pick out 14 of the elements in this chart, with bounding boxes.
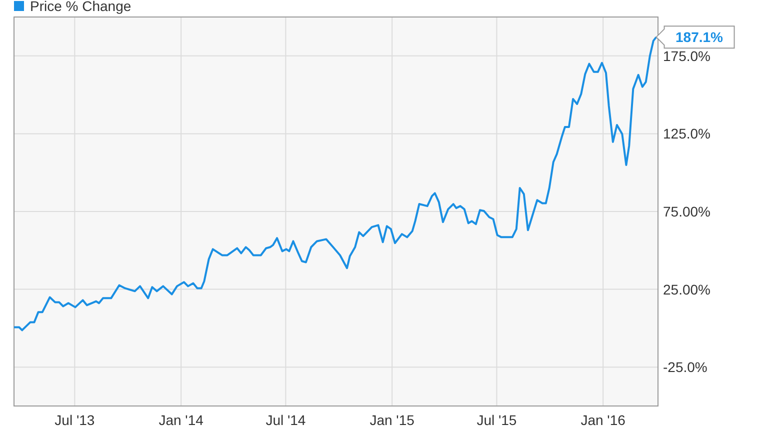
legend-label: Price % Change (30, 0, 132, 14)
x-tick-label: Jul '13 (54, 412, 95, 428)
y-tick-label: 175.0% (663, 48, 710, 64)
y-tick-label: 25.00% (663, 281, 710, 298)
x-tick-label: Jul '15 (476, 412, 517, 428)
x-tick-label: Jan '15 (370, 412, 415, 428)
x-tick-label: Jan '16 (580, 412, 626, 428)
annotation: 187.1% (676, 29, 724, 46)
y-tick-label: -25.0% (663, 359, 708, 376)
y-tick-label: 125.0% (663, 126, 710, 142)
x-tick-label: Jul '14 (266, 412, 306, 428)
y-tick-label: 75.00% (663, 204, 710, 220)
line-series (13, 36, 658, 332)
x-tick-label: Jan '14 (158, 412, 204, 428)
